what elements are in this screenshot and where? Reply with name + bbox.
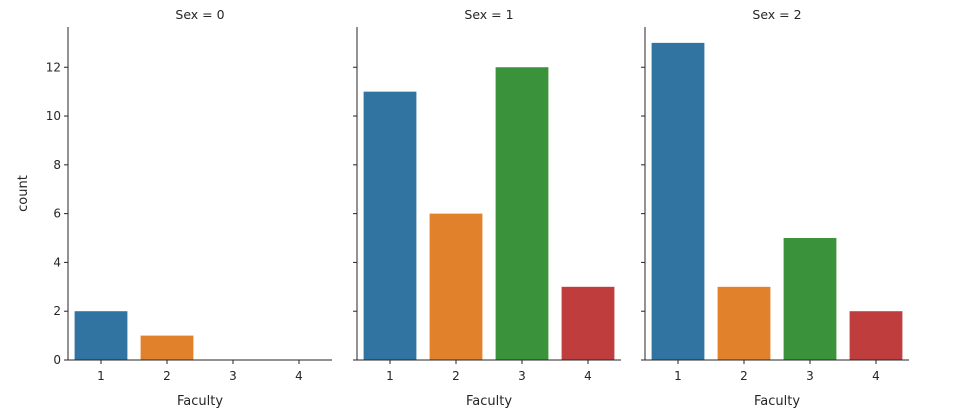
- x-tick-label: 3: [229, 369, 237, 383]
- y-tick-label: 2: [53, 304, 61, 318]
- x-axis-label: Faculty: [466, 394, 512, 409]
- panel-title: Sex = 0: [175, 7, 224, 22]
- bar-Sex-2-faculty-4: [849, 311, 903, 360]
- x-tick-label: 2: [740, 369, 748, 383]
- x-tick-label: 4: [584, 369, 592, 383]
- x-axis-label: Faculty: [177, 394, 223, 409]
- x-tick-label: 1: [97, 369, 105, 383]
- x-tick-label: 4: [295, 369, 303, 383]
- x-tick-label: 3: [518, 369, 526, 383]
- bar-Sex-2-faculty-3: [783, 238, 837, 360]
- y-tick-label: 6: [53, 207, 61, 221]
- bar-Sex-1-faculty-4: [561, 286, 615, 360]
- panel-title: Sex = 1: [464, 7, 513, 22]
- x-tick-label: 1: [674, 369, 682, 383]
- bar-Sex-1-faculty-1: [363, 91, 417, 361]
- x-axis-label: Faculty: [754, 394, 800, 409]
- x-tick-label: 3: [806, 369, 814, 383]
- x-tick-label: 1: [386, 369, 394, 383]
- bar-Sex-0-faculty-2: [140, 335, 194, 360]
- y-tick-label: 12: [46, 60, 61, 74]
- x-tick-label: 4: [872, 369, 880, 383]
- y-axis-label: count: [16, 175, 31, 212]
- y-tick-label: 4: [53, 255, 61, 269]
- bar-Sex-2-faculty-1: [651, 42, 705, 361]
- x-tick-label: 2: [163, 369, 171, 383]
- panel-title: Sex = 2: [752, 7, 801, 22]
- y-tick-label: 8: [53, 158, 61, 172]
- y-tick-label: 10: [46, 109, 61, 123]
- y-tick-label: 0: [53, 353, 61, 367]
- bar-Sex-0-faculty-1: [74, 311, 128, 360]
- bar-Sex-2-faculty-2: [717, 286, 771, 360]
- bar-Sex-1-faculty-3: [495, 67, 549, 360]
- x-tick-label: 2: [452, 369, 460, 383]
- bar-Sex-1-faculty-2: [429, 213, 483, 360]
